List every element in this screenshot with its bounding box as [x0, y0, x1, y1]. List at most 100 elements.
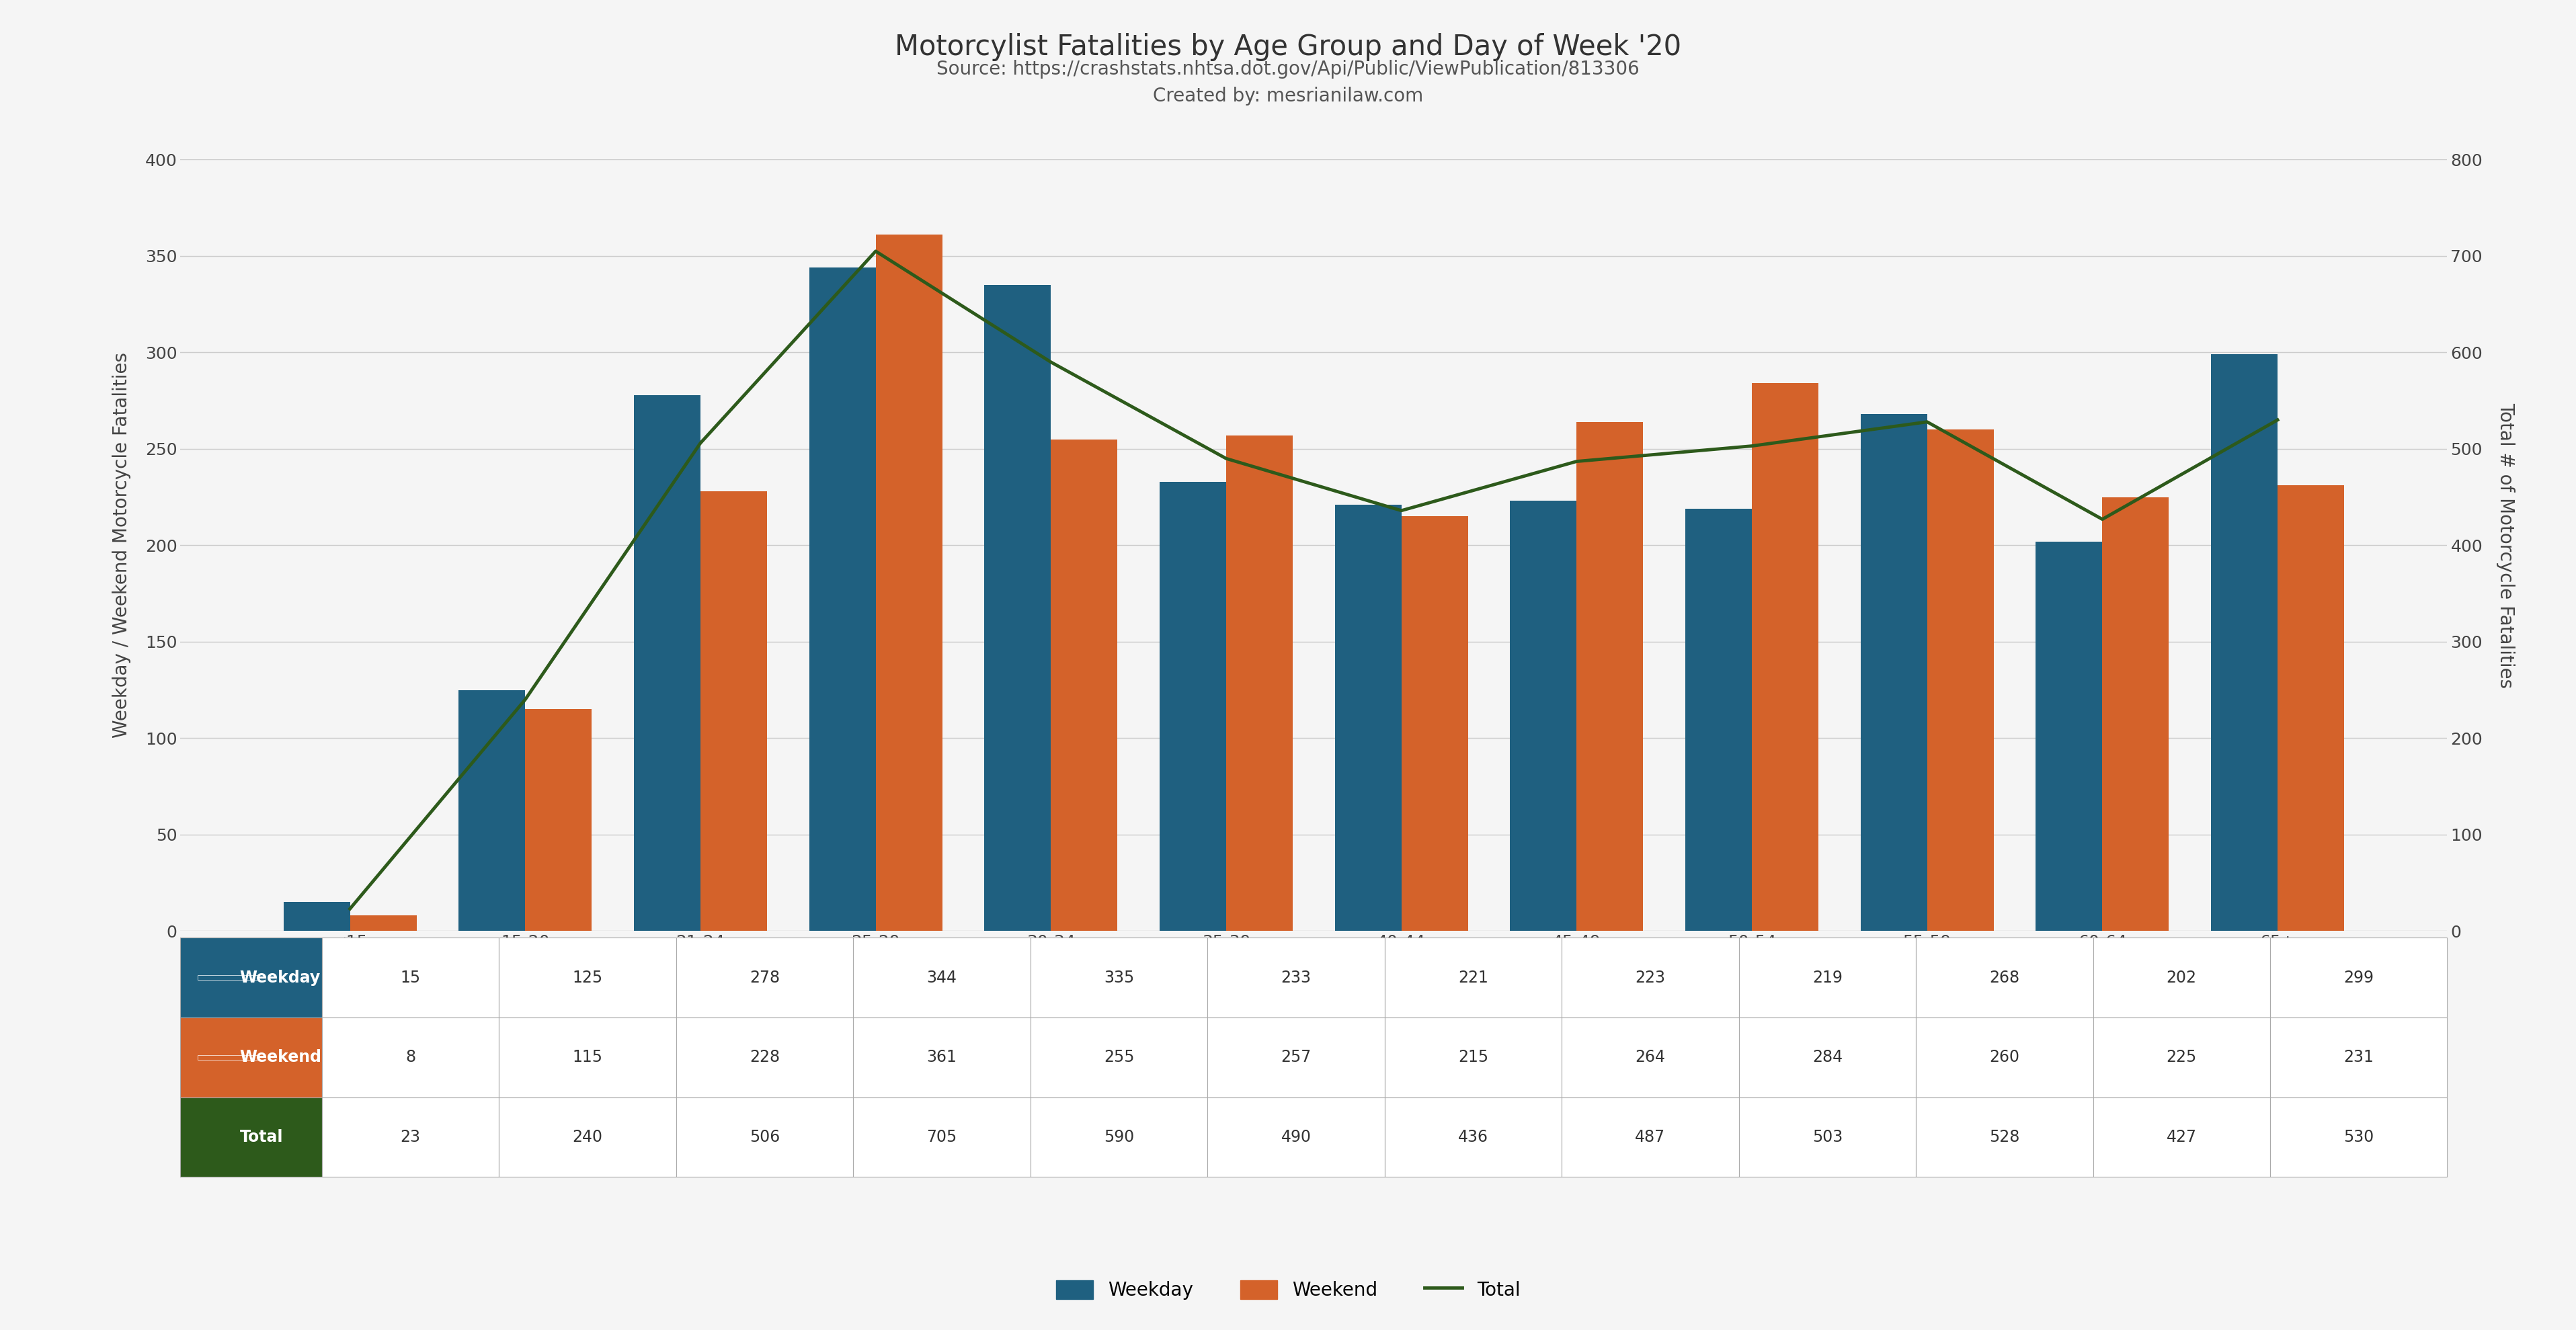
Text: 427: 427 — [2166, 1129, 2197, 1145]
Total — [2087, 511, 2117, 527]
Bar — [1030, 938, 1208, 1017]
Text: 506: 506 — [750, 1129, 781, 1145]
Text: 23: 23 — [399, 1129, 420, 1145]
Text: 240: 240 — [572, 1129, 603, 1145]
Text: 705: 705 — [927, 1129, 958, 1145]
Bar — [1685, 508, 1752, 931]
Text: Motorcylist Fatalities by Age Group and Day of Week '20: Motorcylist Fatalities by Age Group and … — [894, 33, 1682, 61]
Bar — [198, 975, 258, 980]
Bar — [675, 938, 853, 1017]
Text: 231: 231 — [2344, 1049, 2372, 1065]
Bar — [1510, 501, 1577, 931]
Text: Created by: mesrianilaw.com: Created by: mesrianilaw.com — [1154, 86, 1422, 105]
Bar — [1401, 516, 1468, 931]
Text: 125: 125 — [572, 970, 603, 986]
Bar — [1577, 422, 1643, 931]
Bar — [809, 267, 876, 931]
Bar — [1051, 439, 1118, 931]
Text: 264: 264 — [1636, 1049, 1664, 1065]
Text: 215: 215 — [1458, 1049, 1489, 1065]
Bar — [2092, 1097, 2269, 1177]
Bar — [1739, 938, 1917, 1017]
Total — [1911, 414, 1942, 430]
Text: 8: 8 — [404, 1049, 415, 1065]
Total — [1386, 503, 1417, 519]
Bar — [2277, 485, 2344, 931]
Bar — [1561, 1017, 1739, 1097]
Bar — [853, 1097, 1030, 1177]
Text: 268: 268 — [1989, 970, 2020, 986]
Bar — [675, 1097, 853, 1177]
Text: 115: 115 — [572, 1049, 603, 1065]
Bar — [2269, 1017, 2447, 1097]
Text: 255: 255 — [1103, 1049, 1133, 1065]
Bar — [500, 1097, 675, 1177]
Total — [1036, 354, 1066, 370]
Text: 487: 487 — [1636, 1129, 1667, 1145]
Y-axis label: Total # of Motorcycle Fatalities: Total # of Motorcycle Fatalities — [2496, 403, 2514, 688]
Total — [1211, 451, 1242, 467]
Bar — [500, 938, 675, 1017]
Bar — [634, 395, 701, 931]
Text: 228: 228 — [750, 1049, 781, 1065]
Bar — [2210, 354, 2277, 931]
Bar — [1030, 1097, 1208, 1177]
Total — [510, 692, 541, 708]
Text: 503: 503 — [1811, 1129, 1842, 1145]
Legend: Weekday, Weekend, Total: Weekday, Weekend, Total — [1048, 1273, 1528, 1307]
Bar — [322, 1097, 500, 1177]
Bar — [1739, 1017, 1917, 1097]
Text: 260: 260 — [1989, 1049, 2020, 1065]
Bar — [1383, 1017, 1561, 1097]
Bar — [1208, 1017, 1383, 1097]
Bar — [2092, 1017, 2269, 1097]
Total — [1736, 438, 1767, 454]
Bar — [2102, 497, 2169, 931]
Bar — [853, 938, 1030, 1017]
Bar — [853, 1017, 1030, 1097]
Text: 221: 221 — [1458, 970, 1489, 986]
Bar — [350, 915, 417, 931]
Bar — [198, 1055, 258, 1060]
Text: 530: 530 — [2344, 1129, 2375, 1145]
Text: 590: 590 — [1103, 1129, 1133, 1145]
Text: 225: 225 — [2166, 1049, 2197, 1065]
Text: 223: 223 — [1636, 970, 1664, 986]
Total — [860, 243, 891, 259]
Bar — [1561, 1097, 1739, 1177]
Bar — [1383, 1097, 1561, 1177]
Text: 361: 361 — [927, 1049, 956, 1065]
Text: 335: 335 — [1103, 970, 1133, 986]
Bar — [2269, 938, 2447, 1017]
Bar — [2269, 1097, 2447, 1177]
Bar — [1208, 1097, 1383, 1177]
Text: Total: Total — [240, 1129, 283, 1145]
Y-axis label: Weekday / Weekend Motorcycle Fatalities: Weekday / Weekend Motorcycle Fatalities — [113, 352, 131, 738]
Bar — [500, 1017, 675, 1097]
X-axis label: Age Ranges: Age Ranges — [1257, 962, 1370, 980]
Text: 278: 278 — [750, 970, 781, 986]
Text: 528: 528 — [1989, 1129, 2020, 1145]
Bar — [1383, 938, 1561, 1017]
Bar — [984, 285, 1051, 931]
Text: 436: 436 — [1458, 1129, 1489, 1145]
Bar — [1917, 1017, 2092, 1097]
Bar — [322, 1017, 500, 1097]
Text: Weekday: Weekday — [240, 970, 319, 986]
Text: 219: 219 — [1814, 970, 1842, 986]
Text: 344: 344 — [927, 970, 956, 986]
Bar — [180, 1097, 322, 1177]
Bar — [1927, 430, 1994, 931]
Text: 15: 15 — [399, 970, 420, 986]
Bar — [283, 902, 350, 931]
Bar — [1159, 481, 1226, 931]
Bar — [2092, 938, 2269, 1017]
Bar — [1561, 938, 1739, 1017]
Total — [1561, 454, 1592, 469]
Text: Weekend: Weekend — [240, 1049, 322, 1065]
Bar — [526, 709, 592, 931]
Bar — [459, 690, 526, 931]
Total — [335, 900, 366, 916]
Text: 299: 299 — [2344, 970, 2372, 986]
Bar — [1860, 414, 1927, 931]
